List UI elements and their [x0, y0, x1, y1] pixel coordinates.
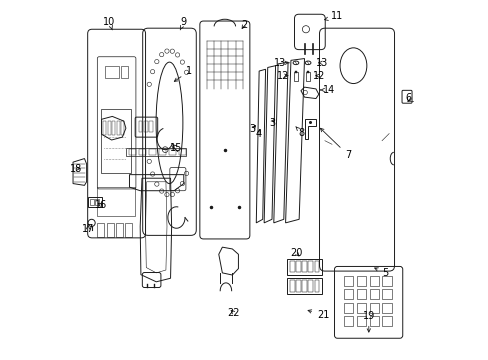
Bar — [382, 303, 391, 313]
Text: 13: 13 — [274, 58, 288, 68]
Bar — [139, 149, 145, 155]
Bar — [356, 303, 365, 313]
Bar — [369, 316, 378, 327]
Text: 11: 11 — [324, 12, 342, 21]
Text: 2: 2 — [241, 19, 247, 30]
Bar — [108, 121, 110, 135]
Bar — [287, 278, 322, 294]
Text: 8: 8 — [295, 127, 304, 138]
Text: 3: 3 — [249, 124, 255, 134]
Bar — [369, 289, 378, 299]
Bar — [144, 121, 147, 132]
Bar — [296, 261, 300, 272]
Bar — [343, 276, 352, 286]
Bar — [101, 109, 130, 173]
Bar — [287, 258, 322, 275]
Bar — [106, 223, 114, 237]
Text: 12: 12 — [313, 71, 325, 81]
Bar — [308, 280, 312, 292]
Bar — [95, 199, 99, 205]
Text: 9: 9 — [180, 17, 186, 30]
Bar — [343, 316, 352, 327]
Text: 4: 4 — [255, 129, 261, 139]
Bar — [302, 261, 306, 272]
Bar — [121, 66, 128, 78]
Bar — [290, 261, 294, 272]
Bar — [149, 121, 153, 132]
Bar — [356, 316, 365, 327]
Ellipse shape — [156, 62, 183, 184]
Text: 22: 22 — [227, 308, 240, 318]
Bar — [97, 187, 135, 216]
Bar — [369, 303, 378, 313]
Bar — [88, 197, 102, 207]
Bar — [343, 303, 352, 313]
Text: 18: 18 — [70, 163, 82, 174]
Bar — [112, 121, 115, 135]
Bar — [302, 280, 306, 292]
Bar — [294, 71, 296, 73]
Text: 10: 10 — [103, 17, 115, 30]
Ellipse shape — [339, 48, 366, 84]
Bar — [129, 149, 136, 155]
Bar — [356, 289, 365, 299]
Bar — [169, 149, 176, 155]
Bar — [296, 280, 300, 292]
Bar — [314, 280, 318, 292]
Bar — [179, 149, 185, 155]
Text: 17: 17 — [81, 224, 94, 234]
Bar — [343, 289, 352, 299]
Bar — [90, 199, 94, 205]
Bar — [294, 72, 297, 81]
Text: 3: 3 — [268, 118, 275, 128]
Bar — [356, 276, 365, 286]
Text: 13: 13 — [316, 58, 328, 68]
Bar — [105, 66, 119, 78]
Bar — [125, 148, 185, 156]
Bar — [116, 223, 123, 237]
Text: 12: 12 — [276, 71, 289, 81]
Bar — [314, 261, 318, 272]
Text: 7: 7 — [320, 128, 350, 160]
Bar — [149, 149, 156, 155]
Bar — [306, 71, 308, 73]
Text: 16: 16 — [95, 200, 107, 210]
Bar — [382, 289, 391, 299]
Bar — [369, 276, 378, 286]
Bar — [159, 149, 165, 155]
Text: 21: 21 — [307, 310, 328, 320]
Bar — [125, 223, 132, 237]
Bar — [103, 121, 106, 135]
Bar — [382, 276, 391, 286]
Text: 5: 5 — [374, 268, 388, 278]
Bar — [139, 121, 142, 132]
Bar — [117, 121, 120, 135]
Bar — [97, 223, 104, 237]
Bar — [305, 72, 309, 81]
Text: 6: 6 — [405, 93, 411, 103]
Text: 19: 19 — [362, 311, 374, 332]
Bar — [308, 261, 312, 272]
Text: 20: 20 — [289, 248, 302, 258]
Text: 14: 14 — [320, 85, 335, 95]
Bar — [290, 280, 294, 292]
Bar — [121, 121, 124, 135]
Text: 1: 1 — [174, 66, 192, 81]
Text: 15: 15 — [170, 143, 183, 153]
Bar — [382, 316, 391, 327]
